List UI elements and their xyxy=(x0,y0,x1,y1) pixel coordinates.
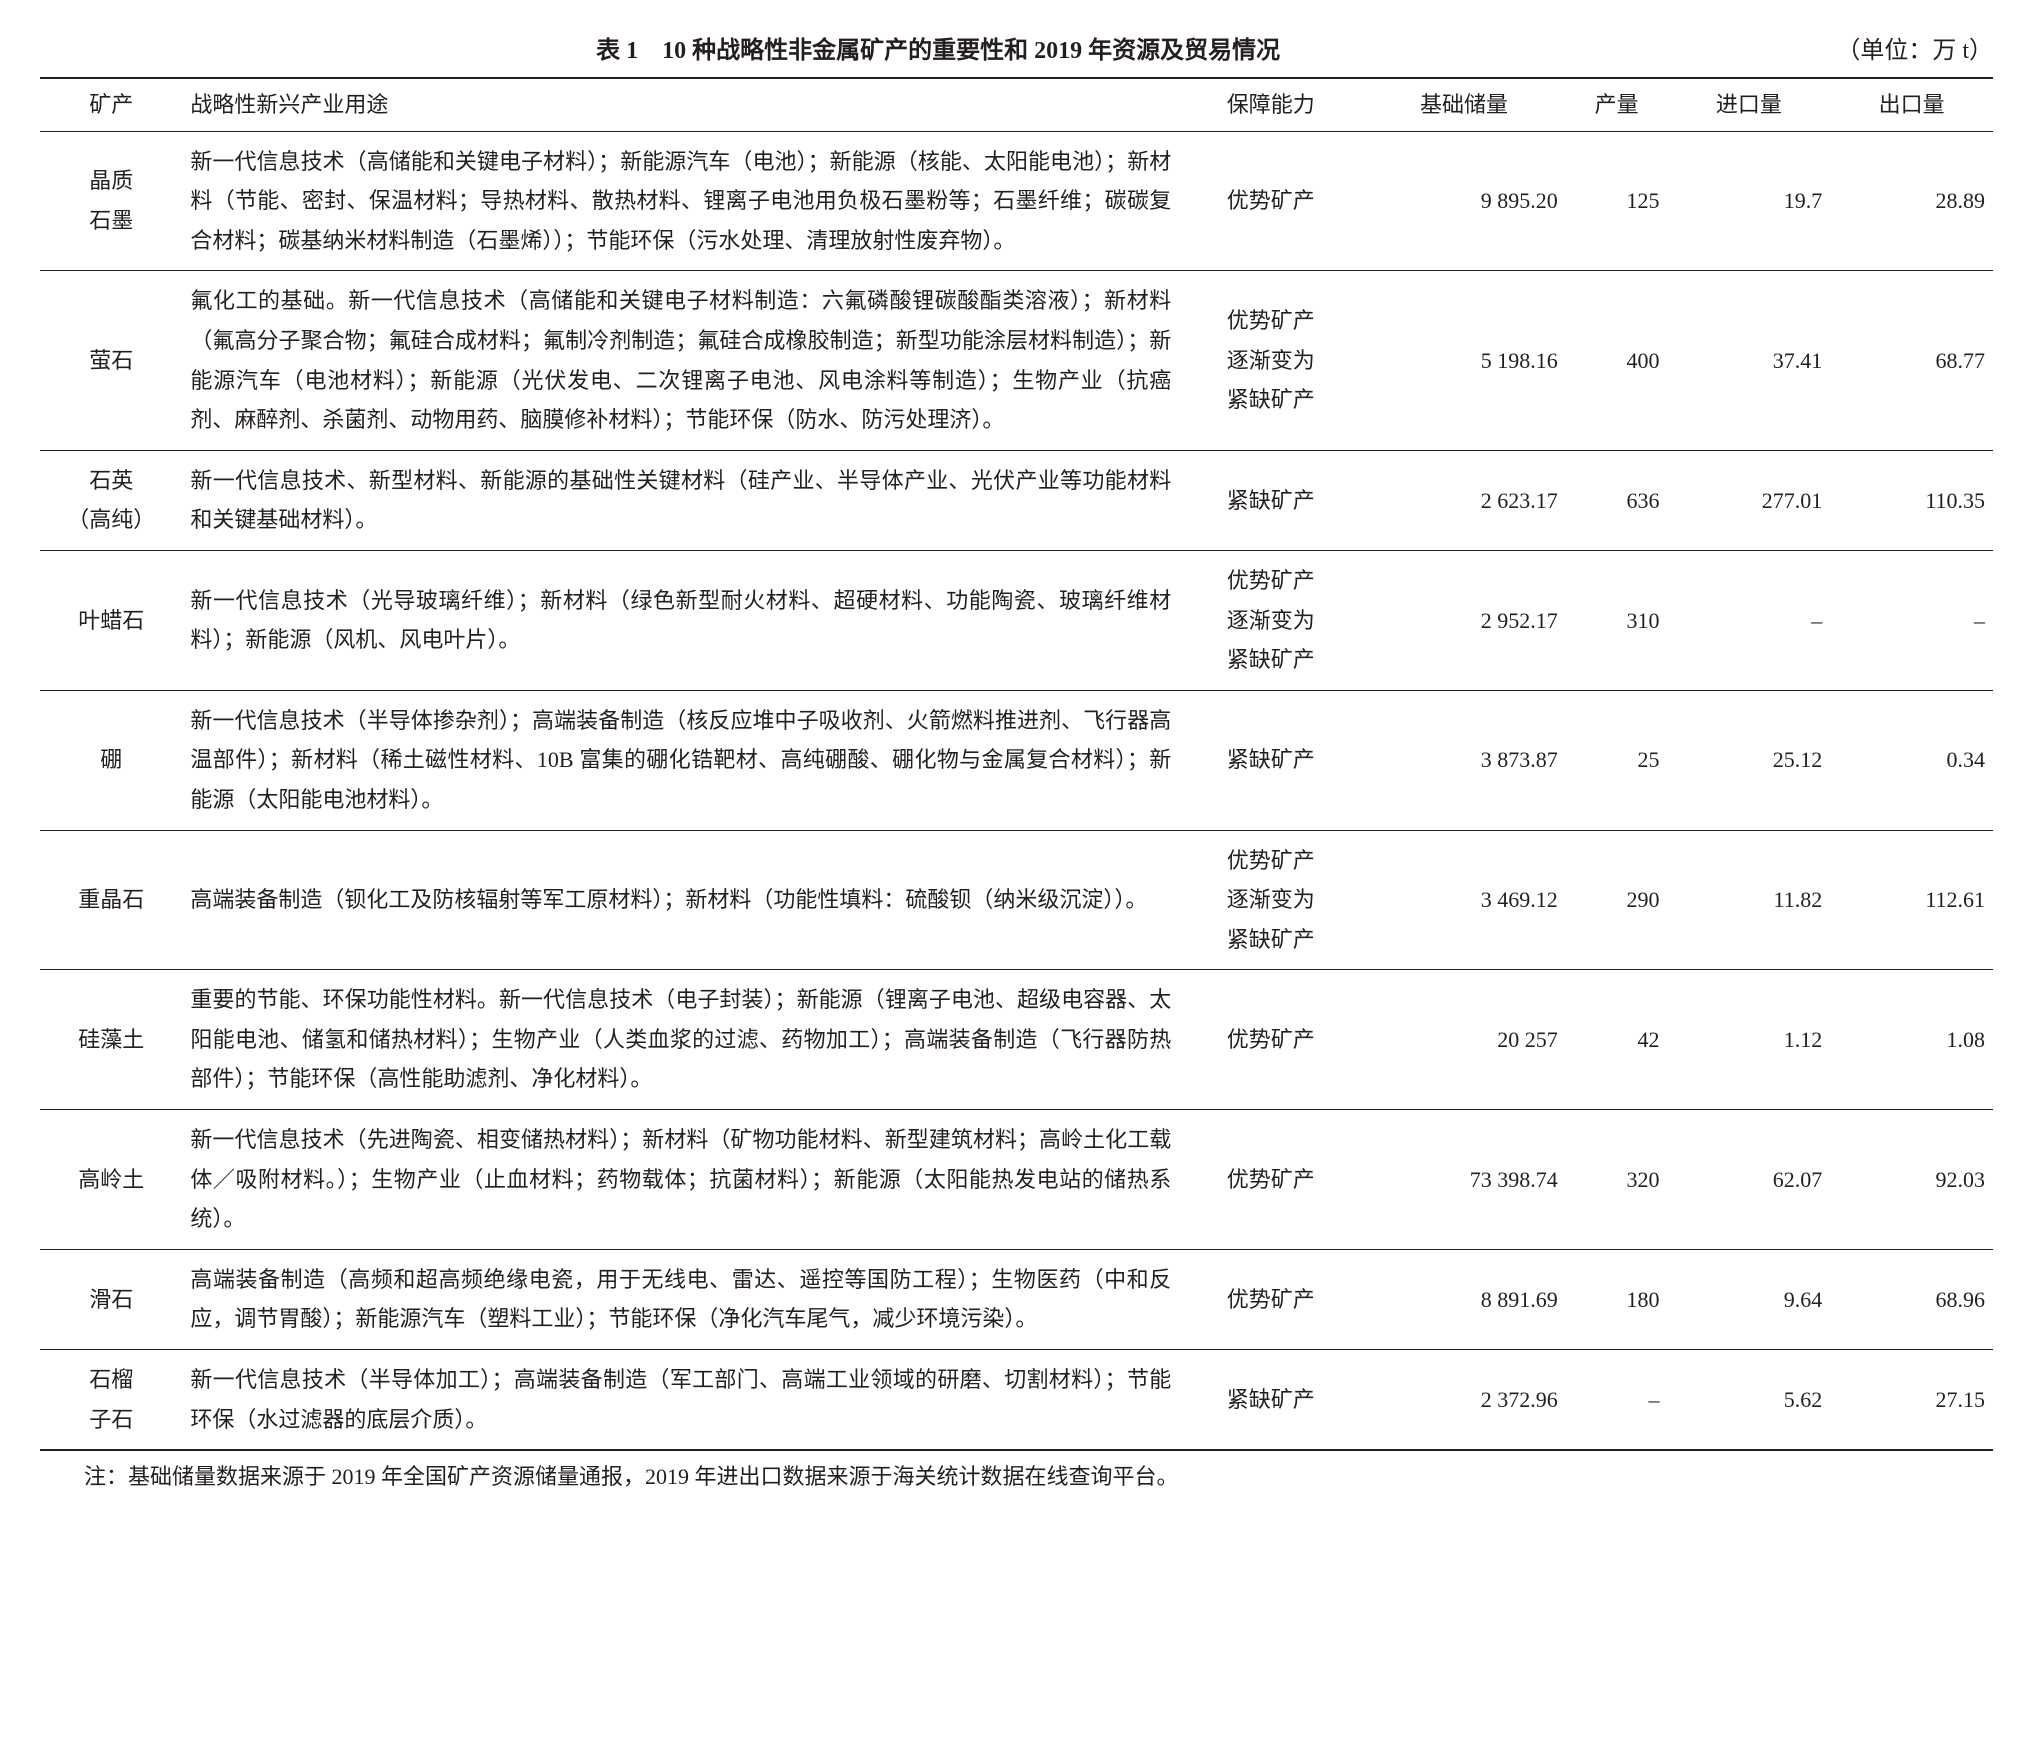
cell-mineral: 萤石 xyxy=(40,271,182,450)
cell-reserve: 2 952.17 xyxy=(1362,550,1565,690)
cell-import: 25.12 xyxy=(1667,690,1830,830)
cell-usage: 新一代信息技术（先进陶瓷、相变储热材料）；新材料（矿物功能材料、新型建筑材料；高… xyxy=(182,1110,1179,1250)
header-row: 矿产 战略性新兴产业用途 保障能力 基础储量 产量 进口量 出口量 xyxy=(40,78,1993,131)
table-row: 高岭土新一代信息技术（先进陶瓷、相变储热材料）；新材料（矿物功能材料、新型建筑材… xyxy=(40,1110,1993,1250)
cell-output: 310 xyxy=(1566,550,1668,690)
cell-import: – xyxy=(1667,550,1830,690)
cell-import: 19.7 xyxy=(1667,131,1830,271)
table-title: 表 1 10 种战略性非金属矿产的重要性和 2019 年资源及贸易情况 xyxy=(40,30,1836,65)
cell-output: 125 xyxy=(1566,131,1668,271)
cell-usage: 新一代信息技术（光导玻璃纤维）；新材料（绿色新型耐火材料、超硬材料、功能陶瓷、玻… xyxy=(182,550,1179,690)
cell-usage: 氟化工的基础。新一代信息技术（高储能和关键电子材料制造：六氟磷酸锂碳酸酯类溶液）… xyxy=(182,271,1179,450)
cell-export: 92.03 xyxy=(1830,1110,1993,1250)
cell-mineral: 叶蜡石 xyxy=(40,550,182,690)
cell-reserve: 8 891.69 xyxy=(1362,1249,1565,1349)
cell-mineral: 高岭土 xyxy=(40,1110,182,1250)
table-row: 石榴子石新一代信息技术（半导体加工）；高端装备制造（军工部门、高端工业领域的研磨… xyxy=(40,1350,1993,1451)
cell-export: 0.34 xyxy=(1830,690,1993,830)
table-row: 叶蜡石新一代信息技术（光导玻璃纤维）；新材料（绿色新型耐火材料、超硬材料、功能陶… xyxy=(40,550,1993,690)
cell-supply: 紧缺矿产 xyxy=(1179,450,1362,550)
cell-reserve: 2 372.96 xyxy=(1362,1350,1565,1451)
col-reserve: 基础储量 xyxy=(1362,78,1565,131)
col-export: 出口量 xyxy=(1830,78,1993,131)
minerals-table: 矿产 战略性新兴产业用途 保障能力 基础储量 产量 进口量 出口量 晶质石墨新一… xyxy=(40,77,1993,1451)
cell-mineral: 石榴子石 xyxy=(40,1350,182,1451)
cell-supply: 优势矿产 xyxy=(1179,1249,1362,1349)
cell-supply: 优势矿产 xyxy=(1179,1110,1362,1250)
table-row: 硼新一代信息技术（半导体掺杂剂）；高端装备制造（核反应堆中子吸收剂、火箭燃料推进… xyxy=(40,690,1993,830)
table-unit: （单位：万 t） xyxy=(1836,30,1993,65)
table-row: 晶质石墨新一代信息技术（高储能和关键电子材料）；新能源汽车（电池）；新能源（核能… xyxy=(40,131,1993,271)
cell-export: 27.15 xyxy=(1830,1350,1993,1451)
cell-usage: 高端装备制造（高频和超高频绝缘电瓷，用于无线电、雷达、遥控等国防工程）；生物医药… xyxy=(182,1249,1179,1349)
table-row: 萤石氟化工的基础。新一代信息技术（高储能和关键电子材料制造：六氟磷酸锂碳酸酯类溶… xyxy=(40,271,1993,450)
table-row: 石英（高纯）新一代信息技术、新型材料、新能源的基础性关键材料（硅产业、半导体产业… xyxy=(40,450,1993,550)
cell-supply: 优势矿产逐渐变为紧缺矿产 xyxy=(1179,550,1362,690)
cell-output: – xyxy=(1566,1350,1668,1451)
cell-output: 400 xyxy=(1566,271,1668,450)
cell-usage: 新一代信息技术、新型材料、新能源的基础性关键材料（硅产业、半导体产业、光伏产业等… xyxy=(182,450,1179,550)
cell-output: 290 xyxy=(1566,830,1668,970)
cell-usage: 新一代信息技术（半导体加工）；高端装备制造（军工部门、高端工业领域的研磨、切割材… xyxy=(182,1350,1179,1451)
cell-export: – xyxy=(1830,550,1993,690)
cell-output: 180 xyxy=(1566,1249,1668,1349)
cell-output: 320 xyxy=(1566,1110,1668,1250)
cell-supply: 优势矿产 xyxy=(1179,131,1362,271)
cell-reserve: 3 469.12 xyxy=(1362,830,1565,970)
cell-output: 636 xyxy=(1566,450,1668,550)
cell-usage: 重要的节能、环保功能性材料。新一代信息技术（电子封装）；新能源（锂离子电池、超级… xyxy=(182,970,1179,1110)
cell-reserve: 9 895.20 xyxy=(1362,131,1565,271)
cell-mineral: 滑石 xyxy=(40,1249,182,1349)
table-caption: 表 1 10 种战略性非金属矿产的重要性和 2019 年资源及贸易情况 （单位：… xyxy=(40,30,1993,65)
col-mineral: 矿产 xyxy=(40,78,182,131)
table-row: 硅藻土重要的节能、环保功能性材料。新一代信息技术（电子封装）；新能源（锂离子电池… xyxy=(40,970,1993,1110)
cell-import: 277.01 xyxy=(1667,450,1830,550)
cell-usage: 新一代信息技术（半导体掺杂剂）；高端装备制造（核反应堆中子吸收剂、火箭燃料推进剂… xyxy=(182,690,1179,830)
cell-supply: 优势矿产 xyxy=(1179,970,1362,1110)
cell-export: 68.77 xyxy=(1830,271,1993,450)
col-output: 产量 xyxy=(1566,78,1668,131)
cell-supply: 紧缺矿产 xyxy=(1179,690,1362,830)
col-usage: 战略性新兴产业用途 xyxy=(182,78,1179,131)
cell-output: 25 xyxy=(1566,690,1668,830)
cell-export: 1.08 xyxy=(1830,970,1993,1110)
cell-mineral: 晶质石墨 xyxy=(40,131,182,271)
cell-export: 110.35 xyxy=(1830,450,1993,550)
cell-import: 62.07 xyxy=(1667,1110,1830,1250)
cell-mineral: 石英（高纯） xyxy=(40,450,182,550)
table-row: 重晶石高端装备制造（钡化工及防核辐射等军工原材料）；新材料（功能性填料：硫酸钡（… xyxy=(40,830,1993,970)
cell-mineral: 重晶石 xyxy=(40,830,182,970)
cell-export: 112.61 xyxy=(1830,830,1993,970)
table-row: 滑石高端装备制造（高频和超高频绝缘电瓷，用于无线电、雷达、遥控等国防工程）；生物… xyxy=(40,1249,1993,1349)
cell-output: 42 xyxy=(1566,970,1668,1110)
cell-import: 1.12 xyxy=(1667,970,1830,1110)
cell-reserve: 20 257 xyxy=(1362,970,1565,1110)
cell-export: 28.89 xyxy=(1830,131,1993,271)
table-note: 注：基础储量数据来源于 2019 年全国矿产资源储量通报，2019 年进出口数据… xyxy=(40,1459,1993,1491)
cell-mineral: 硼 xyxy=(40,690,182,830)
col-supply: 保障能力 xyxy=(1179,78,1362,131)
cell-import: 11.82 xyxy=(1667,830,1830,970)
col-import: 进口量 xyxy=(1667,78,1830,131)
cell-usage: 新一代信息技术（高储能和关键电子材料）；新能源汽车（电池）；新能源（核能、太阳能… xyxy=(182,131,1179,271)
cell-reserve: 5 198.16 xyxy=(1362,271,1565,450)
cell-supply: 优势矿产逐渐变为紧缺矿产 xyxy=(1179,271,1362,450)
cell-usage: 高端装备制造（钡化工及防核辐射等军工原材料）；新材料（功能性填料：硫酸钡（纳米级… xyxy=(182,830,1179,970)
cell-import: 37.41 xyxy=(1667,271,1830,450)
cell-import: 9.64 xyxy=(1667,1249,1830,1349)
cell-import: 5.62 xyxy=(1667,1350,1830,1451)
cell-export: 68.96 xyxy=(1830,1249,1993,1349)
cell-supply: 紧缺矿产 xyxy=(1179,1350,1362,1451)
cell-reserve: 3 873.87 xyxy=(1362,690,1565,830)
cell-reserve: 73 398.74 xyxy=(1362,1110,1565,1250)
cell-supply: 优势矿产逐渐变为紧缺矿产 xyxy=(1179,830,1362,970)
cell-reserve: 2 623.17 xyxy=(1362,450,1565,550)
cell-mineral: 硅藻土 xyxy=(40,970,182,1110)
